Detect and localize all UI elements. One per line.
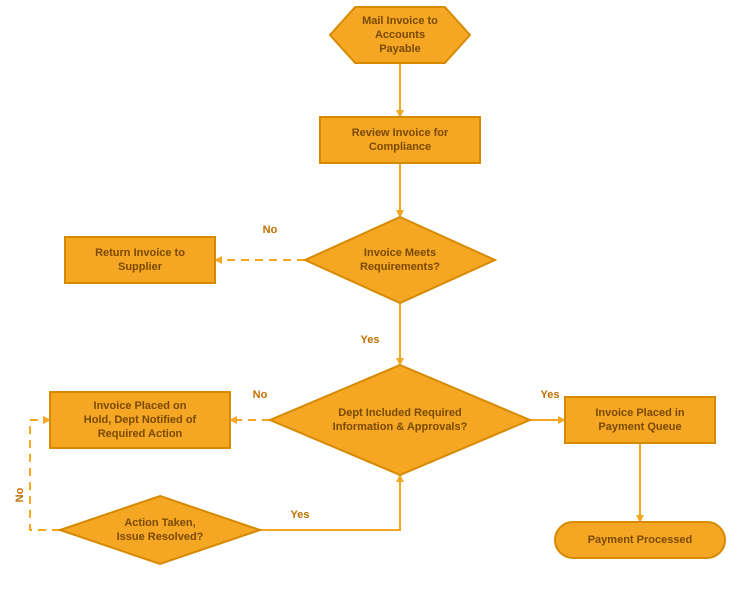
node-review_compliance-label-line-0: Review Invoice for bbox=[352, 127, 449, 139]
node-mail_invoice-label-line-0: Mail Invoice to bbox=[362, 15, 438, 27]
node-mail_invoice-label-line-2: Payable bbox=[379, 43, 421, 55]
node-return_supplier-label-line-0: Return Invoice to bbox=[95, 247, 185, 259]
node-payment_queue-label-line-1: Payment Queue bbox=[598, 421, 681, 433]
node-mail_invoice: Mail Invoice to Accounts Payable bbox=[330, 7, 470, 63]
node-on_hold-label-line-0: Invoice Placed on bbox=[94, 400, 187, 412]
node-on_hold-label-line-2: Required Action bbox=[98, 428, 183, 440]
node-action_taken-label-line-0: Action Taken, bbox=[124, 517, 195, 529]
node-review_compliance-label-line-1: Compliance bbox=[369, 141, 431, 153]
edge-action_taken-to-dept_included bbox=[260, 475, 400, 530]
edge-label-no: No bbox=[263, 224, 278, 236]
edge-label-yes: Yes bbox=[541, 389, 560, 401]
node-return_supplier-label-line-1: Supplier bbox=[118, 261, 163, 273]
edge-label-yes: Yes bbox=[291, 509, 310, 521]
node-on_hold: Invoice Placed on Hold, Dept Notified of R… bbox=[50, 392, 230, 448]
node-review_compliance: Review Invoice for Compliance bbox=[320, 117, 480, 163]
node-payment_processed: Payment Processed bbox=[555, 522, 725, 558]
node-dept_included: Dept Included Required Information & Appr… bbox=[270, 365, 530, 475]
node-meets_req-label-line-0: Invoice Meets bbox=[364, 247, 436, 259]
node-action_taken-label-line-1: Issue Resolved? bbox=[117, 531, 204, 543]
node-dept_included-label-line-0: Dept Included Required bbox=[338, 407, 461, 419]
edge-label-yes: Yes bbox=[361, 334, 380, 346]
node-meets_req-label-line-1: Requirements? bbox=[360, 261, 440, 273]
node-dept_included-label-line-1: Information & Approvals? bbox=[333, 421, 468, 433]
node-action_taken: Action Taken, Issue Resolved? bbox=[60, 496, 260, 564]
edge-label-no: No bbox=[14, 487, 26, 502]
node-meets_req: Invoice Meets Requirements? bbox=[305, 217, 495, 303]
node-return_supplier: Return Invoice to Supplier bbox=[65, 237, 215, 283]
node-payment_queue: Invoice Placed in Payment Queue bbox=[565, 397, 715, 443]
node-payment_queue-label-line-0: Invoice Placed in bbox=[595, 407, 685, 419]
edge-label-no: No bbox=[253, 389, 268, 401]
node-payment_processed-label-line-0: Payment Processed bbox=[588, 534, 693, 546]
nodes-layer: Mail Invoice to Accounts Payable Review Inv… bbox=[50, 7, 725, 564]
node-mail_invoice-label-line-1: Accounts bbox=[375, 29, 425, 41]
node-on_hold-label-line-1: Hold, Dept Notified of bbox=[84, 414, 197, 426]
flowchart-canvas: No Yes No Yes No Yes Mail Invoice to Accounts Pa… bbox=[0, 0, 745, 589]
